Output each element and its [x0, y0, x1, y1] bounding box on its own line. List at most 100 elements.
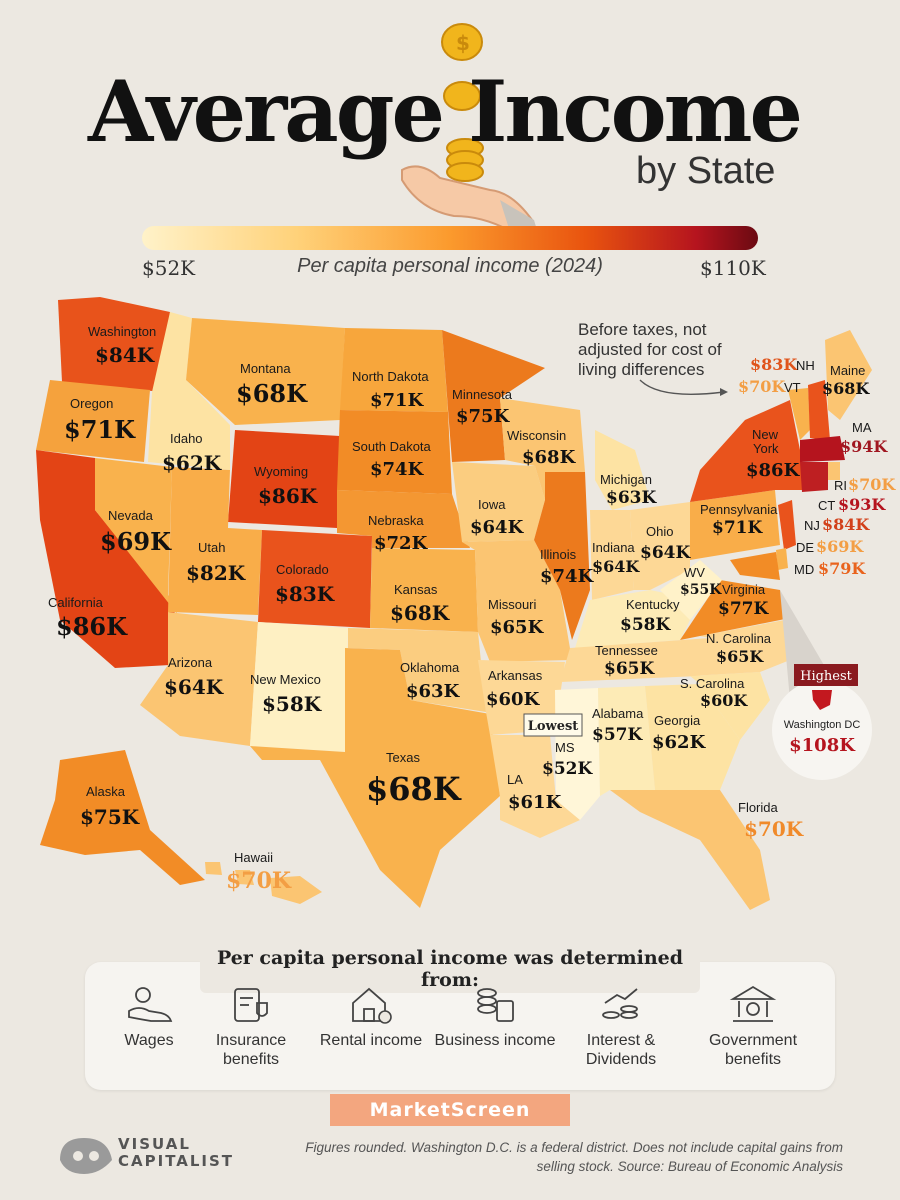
state-alabama[interactable]: [598, 686, 655, 796]
svg-text:$: $: [456, 31, 470, 55]
state-label-kentucky: Kentucky: [626, 597, 680, 612]
page-subtitle: by State: [636, 150, 776, 192]
state-label-new-york-line2: York: [753, 441, 779, 456]
state-label-nevada: Nevada: [108, 508, 154, 523]
state-utah[interactable]: [168, 467, 262, 615]
state-labels: Washington $84K Oregon $71K California $…: [48, 324, 896, 894]
state-value-indiana: $64K: [592, 557, 640, 576]
state-value-oklahoma: $63K: [406, 681, 461, 702]
state-value-kansas: $68K: [390, 601, 450, 625]
source-label-wages: Wages: [124, 1032, 174, 1049]
state-value-north-carolina: $65K: [716, 647, 764, 666]
state-value-montana: $68K: [236, 379, 308, 408]
state-texas[interactable]: [250, 648, 500, 908]
state-wyoming[interactable]: [228, 430, 340, 528]
source-item-government: Government benefits: [688, 985, 818, 1069]
state-label-minnesota: Minnesota: [452, 387, 513, 402]
source-label-interest: Interest & Dividends: [585, 1032, 657, 1068]
state-value-missouri: $65K: [490, 617, 545, 638]
state-kentucky[interactable]: [575, 590, 700, 648]
state-north-dakota[interactable]: [340, 328, 448, 412]
state-washington[interactable]: [58, 297, 170, 392]
state-montana[interactable]: [186, 318, 345, 425]
state-north-carolina[interactable]: [690, 618, 795, 676]
state-value-north-dakota: $71K: [370, 390, 425, 411]
state-oklahoma[interactable]: [348, 628, 486, 712]
state-maine[interactable]: [825, 330, 872, 420]
state-label-idaho: Idaho: [170, 431, 203, 446]
state-oregon[interactable]: [36, 380, 150, 462]
bank-building-icon: [729, 985, 777, 1022]
state-rhode-island[interactable]: [828, 462, 840, 480]
state-value-maine: $68K: [822, 379, 870, 398]
source-item-rental: Rental income: [306, 985, 436, 1050]
state-indiana[interactable]: [590, 510, 634, 600]
state-label-utah: Utah: [198, 540, 225, 555]
state-new-mexico[interactable]: [250, 622, 348, 752]
state-minnesota[interactable]: [442, 330, 545, 462]
state-georgia[interactable]: [645, 684, 740, 790]
state-idaho[interactable]: [148, 312, 230, 470]
house-dollar-icon: [352, 987, 392, 1024]
source-item-wages: Wages: [84, 985, 214, 1050]
state-pennsylvania[interactable]: [690, 490, 780, 560]
state-west-virginia[interactable]: [660, 560, 722, 620]
state-south-carolina[interactable]: [690, 672, 770, 740]
ne-value-de: $69K: [816, 537, 864, 556]
income-sources-title: Per capita personal income was determine…: [200, 945, 700, 993]
state-nevada[interactable]: [95, 458, 178, 615]
state-massachusetts[interactable]: [800, 436, 845, 462]
state-louisiana[interactable]: [490, 735, 580, 838]
state-value-oregon: $71K: [64, 415, 136, 444]
state-new-york[interactable]: [690, 400, 808, 502]
state-arizona[interactable]: [140, 612, 258, 746]
coin-stack-growth-icon: [602, 988, 638, 1019]
state-label-wv: WV: [684, 565, 705, 580]
state-virginia[interactable]: [680, 580, 790, 640]
state-michigan[interactable]: [595, 430, 650, 510]
ne-value-md: $79K: [818, 559, 866, 578]
state-connecticut[interactable]: [800, 462, 828, 492]
state-south-dakota[interactable]: [337, 410, 452, 494]
state-new-hampshire[interactable]: [808, 380, 830, 440]
state-tennessee[interactable]: [560, 638, 710, 682]
ne-value-vt: $70K: [738, 377, 786, 396]
state-delaware[interactable]: [776, 548, 788, 570]
state-ohio[interactable]: [630, 502, 690, 590]
state-alaska[interactable]: [40, 750, 205, 885]
state-label-south-carolina: S. Carolina: [680, 676, 745, 691]
state-value-new-mexico: $58K: [262, 692, 322, 716]
state-colorado[interactable]: [258, 530, 372, 628]
state-hawaii[interactable]: [205, 862, 322, 904]
state-missouri[interactable]: [462, 540, 572, 662]
state-vermont[interactable]: [788, 388, 810, 440]
state-value-la: $61K: [508, 792, 563, 813]
state-iowa[interactable]: [452, 462, 545, 542]
state-label-illinois: Illinois: [540, 547, 577, 562]
state-label-alaska: Alaska: [86, 784, 126, 799]
state-label-wyoming: Wyoming: [254, 464, 308, 479]
state-label-florida: Florida: [738, 800, 779, 815]
ne-label-de: DE: [796, 540, 814, 555]
state-value-illinois: $74K: [540, 566, 595, 587]
state-new-jersey[interactable]: [778, 500, 796, 550]
source-label-rental: Rental income: [319, 1032, 423, 1049]
state-value-pennsylvania: $71K: [712, 518, 763, 538]
state-label-new-mexico: New Mexico: [250, 672, 321, 687]
state-illinois[interactable]: [534, 472, 590, 640]
dc-shape-icon: [812, 690, 832, 710]
ne-label-ri: RI: [834, 478, 847, 493]
state-kansas[interactable]: [370, 548, 478, 632]
state-california[interactable]: [36, 450, 175, 668]
state-label-ohio: Ohio: [646, 524, 673, 539]
ne-value-nj: $84K: [822, 515, 870, 534]
state-value-hawaii: $70K: [226, 868, 292, 894]
state-label-north-dakota: North Dakota: [352, 369, 429, 384]
state-florida[interactable]: [610, 790, 770, 910]
state-nebraska[interactable]: [337, 490, 470, 548]
state-value-florida: $70K: [744, 817, 804, 841]
state-label-georgia: Georgia: [654, 713, 701, 728]
state-maryland[interactable]: [730, 552, 780, 580]
visual-capitalist-wordmark: VISUAL CAPITALIST: [118, 1136, 234, 1170]
